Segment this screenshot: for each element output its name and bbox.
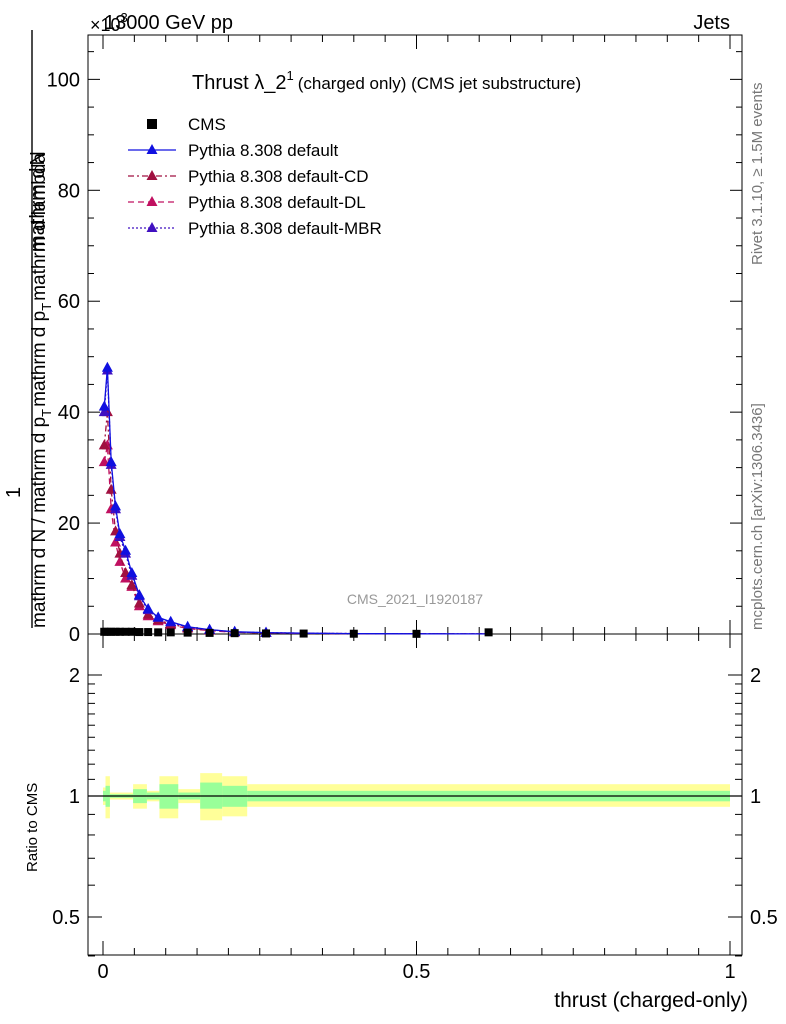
series-marker-1 bbox=[120, 544, 132, 555]
series-marker-2 bbox=[105, 483, 117, 494]
series-marker-1 bbox=[152, 611, 164, 622]
series-marker-3 bbox=[110, 536, 122, 547]
series-marker-2 bbox=[133, 597, 145, 608]
cms-data-point bbox=[115, 627, 124, 636]
legend-marker bbox=[146, 170, 158, 180]
series-layer bbox=[98, 361, 493, 638]
series-marker-1 bbox=[114, 528, 126, 539]
series-marker-3 bbox=[120, 572, 132, 583]
series-3 bbox=[98, 439, 489, 638]
series-marker-1 bbox=[110, 500, 122, 511]
cms-data-point bbox=[349, 629, 358, 638]
y-label-denominator: mathrm d N / mathrm d pTmathrm d pTmathr… bbox=[29, 153, 54, 628]
mcplots-label: mcplots.cern.ch [arXiv:1306.3436] bbox=[749, 403, 766, 630]
ratio-tick-label-left: 0.5 bbox=[52, 907, 80, 929]
ratio-bands bbox=[103, 773, 730, 821]
series-marker-3 bbox=[98, 456, 110, 467]
ratio-axis-label: Ratio to CMS bbox=[24, 783, 41, 872]
header-right: Jets bbox=[693, 12, 730, 34]
exponent-label: ×103 bbox=[90, 10, 128, 35]
series-marker-4 bbox=[98, 406, 110, 417]
legend-marker bbox=[146, 144, 158, 154]
x-tick-label: 0.5 bbox=[403, 961, 431, 983]
ratio-tick-label-left: 2 bbox=[69, 665, 80, 687]
series-marker-1 bbox=[182, 620, 194, 631]
cms-data-point bbox=[111, 627, 120, 636]
cms-data-point bbox=[299, 629, 308, 638]
legend: CMS Pythia 8.308 default Pythia 8.308 defa… bbox=[128, 115, 382, 238]
y-tick-label: 40 bbox=[58, 402, 80, 424]
cms-data-point bbox=[154, 628, 163, 637]
cms-data-point bbox=[166, 628, 175, 637]
x-tick-label: 1 bbox=[724, 961, 735, 983]
series-cms bbox=[100, 627, 493, 638]
main-plot-frame bbox=[87, 34, 743, 635]
legend-entry-2: Pythia 8.308 default-CD bbox=[128, 167, 369, 186]
legend-marker bbox=[146, 196, 158, 206]
legend-marker bbox=[147, 119, 157, 129]
rivet-label: Rivet 3.1.10, ≥ 1.5M events bbox=[749, 83, 766, 266]
legend-entry-4: Pythia 8.308 default-MBR bbox=[128, 219, 382, 238]
x-tick-label: 0 bbox=[97, 961, 108, 983]
analysis-watermark: CMS_2021_I1920187 bbox=[347, 591, 483, 607]
chart-title: Thrust λ_21 (charged only) (CMS jet subst… bbox=[192, 68, 581, 94]
legend-label: Pythia 8.308 default-MBR bbox=[188, 219, 382, 238]
y-tick-label: 60 bbox=[58, 291, 80, 313]
ratio-tick-label-left: 1 bbox=[69, 786, 80, 808]
legend-label: Pythia 8.308 default bbox=[188, 141, 339, 160]
axis-ticks: 0 20 40 60 80 100 0 0.5 1 0.5 0.5 1 1 2 2 bbox=[47, 35, 778, 983]
y-axis-label: 1 mathrm dN mathrm d N / mathrm d pTmath… bbox=[3, 30, 54, 628]
cms-data-point bbox=[107, 627, 116, 636]
ratio-tick-label-right: 2 bbox=[750, 665, 761, 687]
legend-label: Pythia 8.308 default-DL bbox=[188, 193, 366, 212]
cms-data-point bbox=[144, 628, 153, 637]
ratio-tick-label-right: 1 bbox=[750, 786, 761, 808]
series-marker-1 bbox=[142, 603, 154, 614]
cms-data-point bbox=[135, 628, 144, 637]
cms-data-point bbox=[121, 627, 130, 636]
series-marker-1 bbox=[105, 456, 117, 467]
header-left: 13000 GeV pp bbox=[104, 12, 233, 34]
cms-data-point bbox=[205, 628, 214, 637]
cms-data-point bbox=[230, 629, 239, 638]
series-marker-1 bbox=[165, 615, 177, 626]
series-marker-1 bbox=[126, 566, 138, 577]
series-marker-1 bbox=[98, 400, 110, 411]
ratio-tick-label-right: 0.5 bbox=[750, 907, 778, 929]
legend-entry-1: Pythia 8.308 default bbox=[128, 141, 339, 160]
legend-entry-0: CMS bbox=[147, 115, 226, 134]
cms-data-point bbox=[262, 629, 271, 638]
y-tick-label: 0 bbox=[69, 624, 80, 646]
y-label-numerator-1: 1 bbox=[3, 487, 25, 498]
cms-data-point bbox=[127, 627, 136, 636]
cms-data-point bbox=[183, 628, 192, 637]
legend-marker bbox=[146, 222, 158, 232]
series-marker-1 bbox=[101, 361, 113, 372]
series-marker-2 bbox=[98, 439, 110, 450]
series-marker-1 bbox=[133, 589, 145, 600]
y-tick-label: 20 bbox=[58, 513, 80, 535]
cms-data-point bbox=[484, 628, 493, 637]
series-marker-2 bbox=[126, 579, 138, 590]
cms-data-point bbox=[412, 629, 421, 638]
y-tick-label: 100 bbox=[47, 69, 80, 91]
legend-entry-3: Pythia 8.308 default-DL bbox=[128, 193, 366, 212]
legend-label: Pythia 8.308 default-CD bbox=[188, 167, 369, 186]
x-axis-label: thrust (charged-only) bbox=[554, 989, 748, 1012]
y-tick-label: 80 bbox=[58, 180, 80, 202]
legend-label: CMS bbox=[188, 115, 226, 134]
